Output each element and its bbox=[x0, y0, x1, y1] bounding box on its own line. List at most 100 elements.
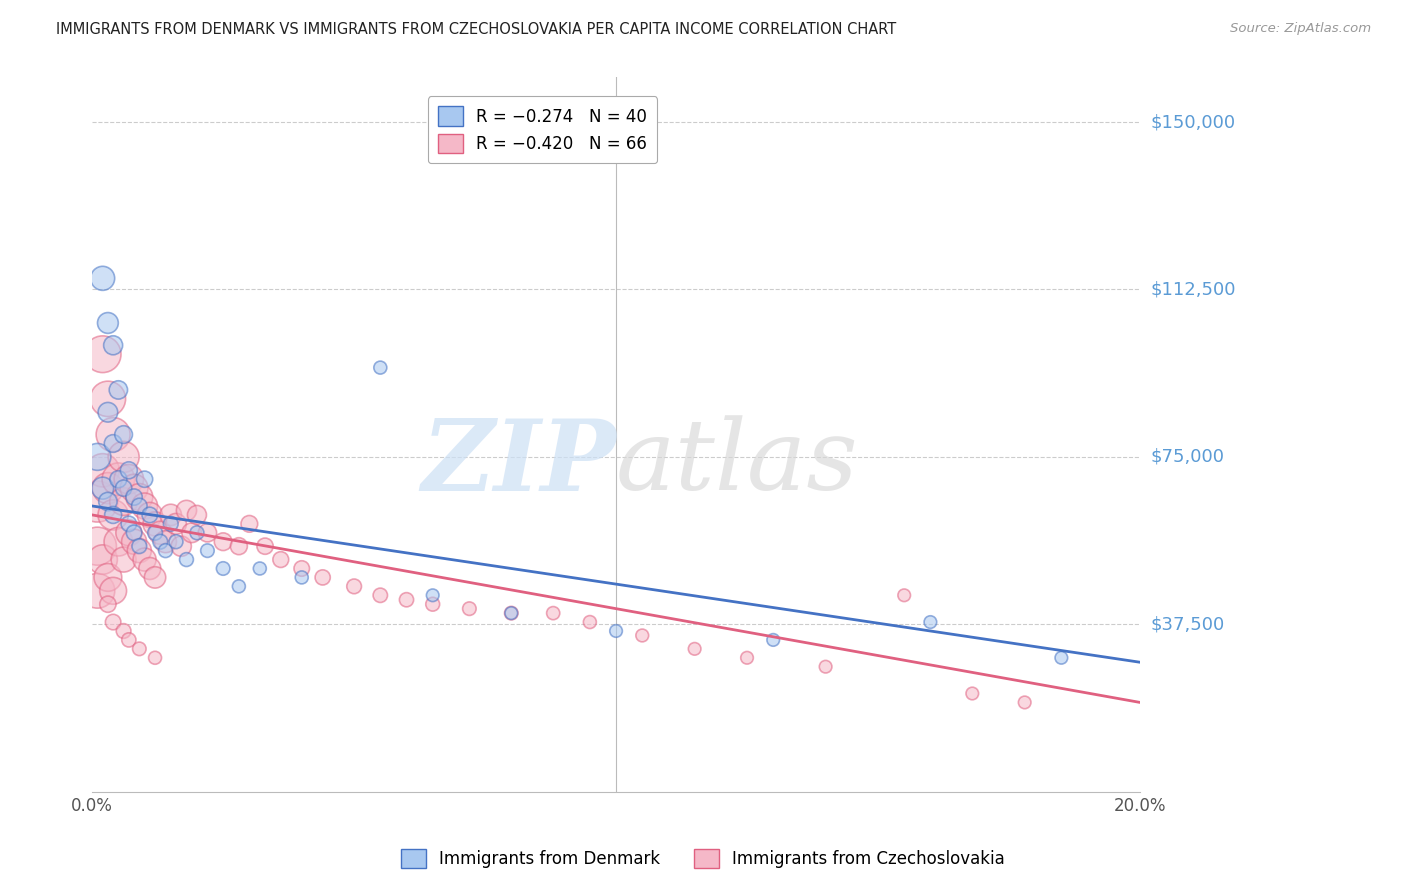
Point bbox=[128, 499, 150, 513]
Point bbox=[97, 316, 120, 330]
Point bbox=[170, 539, 193, 553]
Point bbox=[112, 552, 135, 566]
Point bbox=[422, 597, 444, 611]
Point bbox=[122, 534, 145, 549]
Text: $75,000: $75,000 bbox=[1150, 448, 1225, 466]
Point bbox=[683, 641, 706, 656]
Text: ZIP: ZIP bbox=[420, 415, 616, 511]
Point bbox=[101, 508, 124, 522]
Point bbox=[422, 588, 444, 602]
Point bbox=[118, 472, 141, 486]
Point bbox=[228, 539, 250, 553]
Point bbox=[91, 463, 114, 477]
Point bbox=[128, 490, 150, 504]
Point bbox=[501, 606, 523, 620]
Point bbox=[291, 570, 314, 584]
Point bbox=[176, 552, 198, 566]
Point bbox=[97, 481, 120, 495]
Point bbox=[893, 588, 915, 602]
Point bbox=[541, 606, 564, 620]
Point bbox=[107, 472, 129, 486]
Legend: Immigrants from Denmark, Immigrants from Czechoslovakia: Immigrants from Denmark, Immigrants from… bbox=[395, 842, 1011, 875]
Point bbox=[112, 450, 135, 464]
Point bbox=[97, 570, 120, 584]
Point bbox=[368, 360, 391, 375]
Point bbox=[212, 534, 235, 549]
Point bbox=[122, 481, 145, 495]
Point bbox=[920, 615, 942, 629]
Point bbox=[139, 508, 162, 522]
Point bbox=[368, 588, 391, 602]
Point bbox=[134, 499, 156, 513]
Point bbox=[97, 392, 120, 406]
Point bbox=[197, 525, 219, 540]
Text: atlas: atlas bbox=[616, 416, 859, 511]
Point bbox=[128, 539, 150, 553]
Point bbox=[143, 525, 166, 540]
Point bbox=[197, 543, 219, 558]
Point bbox=[343, 579, 366, 593]
Text: $37,500: $37,500 bbox=[1150, 615, 1225, 633]
Point bbox=[212, 561, 235, 575]
Point bbox=[962, 686, 984, 700]
Point bbox=[143, 570, 166, 584]
Point bbox=[122, 490, 145, 504]
Point bbox=[143, 650, 166, 665]
Text: $112,500: $112,500 bbox=[1150, 280, 1236, 299]
Point bbox=[605, 624, 627, 638]
Point bbox=[139, 508, 162, 522]
Point bbox=[1014, 695, 1036, 709]
Point bbox=[149, 525, 172, 540]
Point bbox=[86, 583, 108, 598]
Point bbox=[159, 516, 181, 531]
Point bbox=[312, 570, 335, 584]
Text: $150,000: $150,000 bbox=[1150, 113, 1236, 131]
Point bbox=[134, 472, 156, 486]
Point bbox=[112, 624, 135, 638]
Point bbox=[118, 525, 141, 540]
Point bbox=[1050, 650, 1073, 665]
Point bbox=[249, 561, 271, 575]
Point bbox=[159, 508, 181, 522]
Point bbox=[101, 436, 124, 450]
Point bbox=[86, 494, 108, 508]
Point bbox=[395, 592, 418, 607]
Point bbox=[501, 606, 523, 620]
Point bbox=[155, 534, 177, 549]
Point bbox=[97, 405, 120, 419]
Point bbox=[238, 516, 260, 531]
Point bbox=[631, 628, 654, 642]
Point bbox=[128, 543, 150, 558]
Point bbox=[291, 561, 314, 575]
Text: Source: ZipAtlas.com: Source: ZipAtlas.com bbox=[1230, 22, 1371, 36]
Point bbox=[112, 427, 135, 442]
Point bbox=[128, 641, 150, 656]
Point bbox=[143, 516, 166, 531]
Point bbox=[86, 450, 108, 464]
Point bbox=[134, 552, 156, 566]
Point bbox=[101, 508, 124, 522]
Point bbox=[112, 481, 135, 495]
Point bbox=[762, 632, 785, 647]
Point bbox=[254, 539, 277, 553]
Point bbox=[91, 271, 114, 285]
Point bbox=[814, 659, 837, 673]
Point bbox=[101, 427, 124, 442]
Point bbox=[112, 494, 135, 508]
Point bbox=[86, 539, 108, 553]
Point bbox=[176, 503, 198, 517]
Point bbox=[118, 463, 141, 477]
Point bbox=[118, 632, 141, 647]
Point bbox=[107, 534, 129, 549]
Point bbox=[101, 615, 124, 629]
Point bbox=[155, 543, 177, 558]
Point bbox=[165, 534, 187, 549]
Point bbox=[118, 516, 141, 531]
Point bbox=[107, 383, 129, 397]
Point bbox=[186, 525, 208, 540]
Point bbox=[122, 525, 145, 540]
Point bbox=[228, 579, 250, 593]
Point bbox=[97, 494, 120, 508]
Point bbox=[91, 347, 114, 361]
Point bbox=[579, 615, 602, 629]
